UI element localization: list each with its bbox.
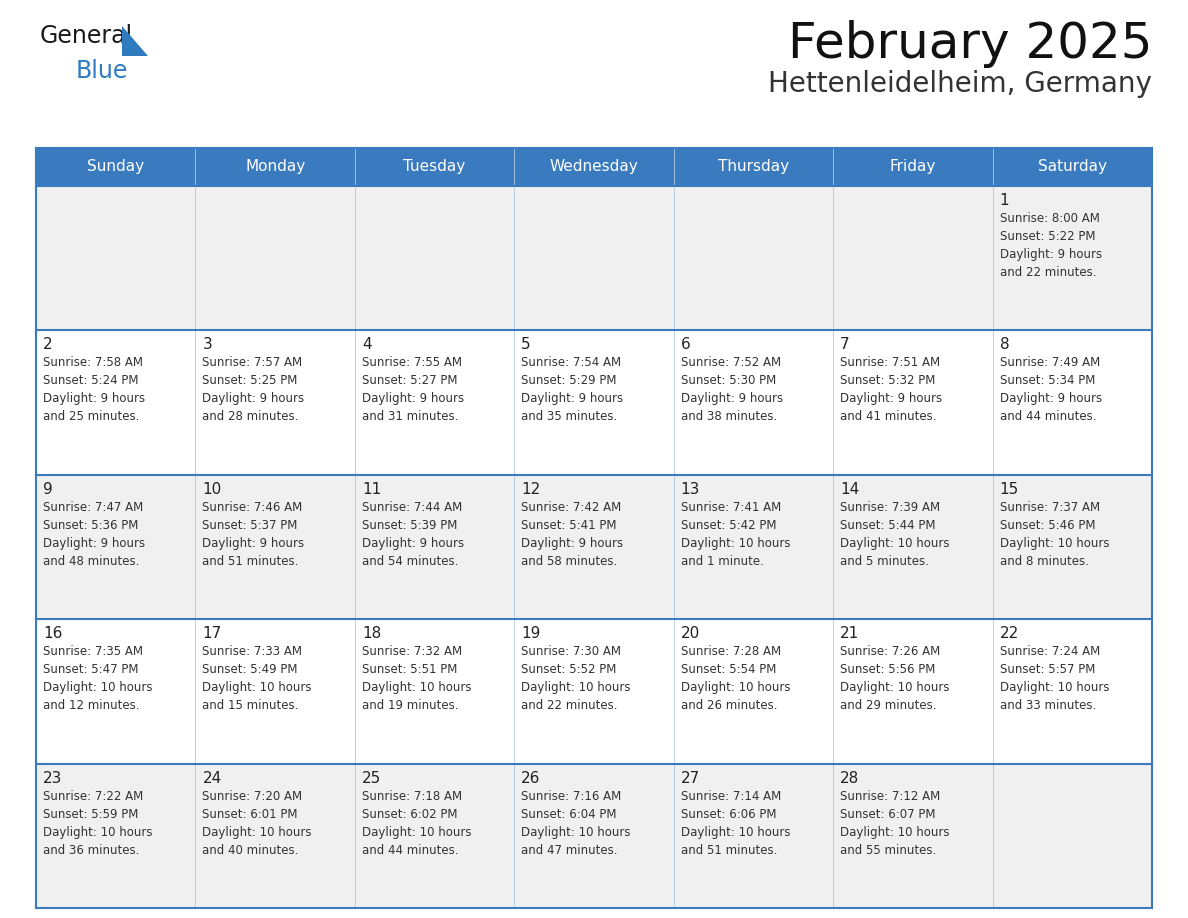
- Text: Friday: Friday: [890, 160, 936, 174]
- Text: Hettenleidelheim, Germany: Hettenleidelheim, Germany: [769, 70, 1152, 98]
- Text: Sunrise: 7:18 AM
Sunset: 6:02 PM
Daylight: 10 hours
and 44 minutes.: Sunrise: 7:18 AM Sunset: 6:02 PM Dayligh…: [362, 789, 472, 856]
- Text: Sunrise: 7:22 AM
Sunset: 5:59 PM
Daylight: 10 hours
and 36 minutes.: Sunrise: 7:22 AM Sunset: 5:59 PM Dayligh…: [43, 789, 152, 856]
- Text: 19: 19: [522, 626, 541, 641]
- Text: 25: 25: [362, 770, 381, 786]
- Text: Sunrise: 7:52 AM
Sunset: 5:30 PM
Daylight: 9 hours
and 38 minutes.: Sunrise: 7:52 AM Sunset: 5:30 PM Dayligh…: [681, 356, 783, 423]
- Text: 12: 12: [522, 482, 541, 497]
- Bar: [36, 764, 1152, 908]
- Text: 3: 3: [202, 338, 213, 353]
- Text: 4: 4: [362, 338, 372, 353]
- Text: 20: 20: [681, 626, 700, 641]
- Text: Sunrise: 7:37 AM
Sunset: 5:46 PM
Daylight: 10 hours
and 8 minutes.: Sunrise: 7:37 AM Sunset: 5:46 PM Dayligh…: [999, 501, 1110, 568]
- Bar: [36, 148, 196, 186]
- Text: Sunrise: 7:26 AM
Sunset: 5:56 PM
Daylight: 10 hours
and 29 minutes.: Sunrise: 7:26 AM Sunset: 5:56 PM Dayligh…: [840, 645, 949, 712]
- Text: Sunrise: 7:49 AM
Sunset: 5:34 PM
Daylight: 9 hours
and 44 minutes.: Sunrise: 7:49 AM Sunset: 5:34 PM Dayligh…: [999, 356, 1101, 423]
- Text: 17: 17: [202, 626, 222, 641]
- Text: 22: 22: [999, 626, 1019, 641]
- Text: General: General: [40, 24, 133, 48]
- Text: 26: 26: [522, 770, 541, 786]
- Text: Sunrise: 7:58 AM
Sunset: 5:24 PM
Daylight: 9 hours
and 25 minutes.: Sunrise: 7:58 AM Sunset: 5:24 PM Dayligh…: [43, 356, 145, 423]
- Bar: [196, 148, 355, 186]
- Text: Sunrise: 7:39 AM
Sunset: 5:44 PM
Daylight: 10 hours
and 5 minutes.: Sunrise: 7:39 AM Sunset: 5:44 PM Dayligh…: [840, 501, 949, 568]
- Text: 6: 6: [681, 338, 690, 353]
- Text: Sunrise: 7:54 AM
Sunset: 5:29 PM
Daylight: 9 hours
and 35 minutes.: Sunrise: 7:54 AM Sunset: 5:29 PM Dayligh…: [522, 356, 624, 423]
- Bar: [36, 330, 1152, 475]
- Text: Sunrise: 7:42 AM
Sunset: 5:41 PM
Daylight: 9 hours
and 58 minutes.: Sunrise: 7:42 AM Sunset: 5:41 PM Dayligh…: [522, 501, 624, 568]
- Text: Sunrise: 7:33 AM
Sunset: 5:49 PM
Daylight: 10 hours
and 15 minutes.: Sunrise: 7:33 AM Sunset: 5:49 PM Dayligh…: [202, 645, 312, 712]
- Text: Wednesday: Wednesday: [550, 160, 638, 174]
- Text: 18: 18: [362, 626, 381, 641]
- Text: Sunrise: 7:51 AM
Sunset: 5:32 PM
Daylight: 9 hours
and 41 minutes.: Sunrise: 7:51 AM Sunset: 5:32 PM Dayligh…: [840, 356, 942, 423]
- Text: 9: 9: [43, 482, 52, 497]
- Text: 10: 10: [202, 482, 222, 497]
- Text: Monday: Monday: [245, 160, 305, 174]
- Bar: [992, 148, 1152, 186]
- Bar: [36, 620, 1152, 764]
- Text: Sunrise: 7:16 AM
Sunset: 6:04 PM
Daylight: 10 hours
and 47 minutes.: Sunrise: 7:16 AM Sunset: 6:04 PM Dayligh…: [522, 789, 631, 856]
- Text: Sunrise: 7:41 AM
Sunset: 5:42 PM
Daylight: 10 hours
and 1 minute.: Sunrise: 7:41 AM Sunset: 5:42 PM Dayligh…: [681, 501, 790, 568]
- Text: 11: 11: [362, 482, 381, 497]
- Text: Saturday: Saturday: [1038, 160, 1107, 174]
- Text: Sunrise: 7:46 AM
Sunset: 5:37 PM
Daylight: 9 hours
and 51 minutes.: Sunrise: 7:46 AM Sunset: 5:37 PM Dayligh…: [202, 501, 304, 568]
- Bar: [833, 148, 992, 186]
- Text: 5: 5: [522, 338, 531, 353]
- Text: 21: 21: [840, 626, 859, 641]
- Text: 8: 8: [999, 338, 1009, 353]
- Text: February 2025: February 2025: [788, 20, 1152, 68]
- Bar: [355, 148, 514, 186]
- Text: 2: 2: [43, 338, 52, 353]
- Text: Sunrise: 7:55 AM
Sunset: 5:27 PM
Daylight: 9 hours
and 31 minutes.: Sunrise: 7:55 AM Sunset: 5:27 PM Dayligh…: [362, 356, 465, 423]
- Text: 15: 15: [999, 482, 1019, 497]
- Text: Sunrise: 7:20 AM
Sunset: 6:01 PM
Daylight: 10 hours
and 40 minutes.: Sunrise: 7:20 AM Sunset: 6:01 PM Dayligh…: [202, 789, 312, 856]
- Text: 23: 23: [43, 770, 63, 786]
- Text: Sunrise: 8:00 AM
Sunset: 5:22 PM
Daylight: 9 hours
and 22 minutes.: Sunrise: 8:00 AM Sunset: 5:22 PM Dayligh…: [999, 212, 1101, 279]
- Text: Sunrise: 7:12 AM
Sunset: 6:07 PM
Daylight: 10 hours
and 55 minutes.: Sunrise: 7:12 AM Sunset: 6:07 PM Dayligh…: [840, 789, 949, 856]
- Text: Blue: Blue: [76, 59, 128, 83]
- Bar: [36, 475, 1152, 620]
- Text: Sunrise: 7:32 AM
Sunset: 5:51 PM
Daylight: 10 hours
and 19 minutes.: Sunrise: 7:32 AM Sunset: 5:51 PM Dayligh…: [362, 645, 472, 712]
- Text: Sunrise: 7:47 AM
Sunset: 5:36 PM
Daylight: 9 hours
and 48 minutes.: Sunrise: 7:47 AM Sunset: 5:36 PM Dayligh…: [43, 501, 145, 568]
- Text: Sunrise: 7:24 AM
Sunset: 5:57 PM
Daylight: 10 hours
and 33 minutes.: Sunrise: 7:24 AM Sunset: 5:57 PM Dayligh…: [999, 645, 1110, 712]
- Text: 1: 1: [999, 193, 1009, 208]
- Text: 7: 7: [840, 338, 849, 353]
- Text: Sunrise: 7:28 AM
Sunset: 5:54 PM
Daylight: 10 hours
and 26 minutes.: Sunrise: 7:28 AM Sunset: 5:54 PM Dayligh…: [681, 645, 790, 712]
- Polygon shape: [122, 26, 148, 56]
- Bar: [36, 186, 1152, 330]
- Text: 16: 16: [43, 626, 63, 641]
- Text: 14: 14: [840, 482, 859, 497]
- Text: Sunrise: 7:44 AM
Sunset: 5:39 PM
Daylight: 9 hours
and 54 minutes.: Sunrise: 7:44 AM Sunset: 5:39 PM Dayligh…: [362, 501, 465, 568]
- Bar: [674, 148, 833, 186]
- Text: Sunday: Sunday: [87, 160, 144, 174]
- Text: Sunrise: 7:14 AM
Sunset: 6:06 PM
Daylight: 10 hours
and 51 minutes.: Sunrise: 7:14 AM Sunset: 6:06 PM Dayligh…: [681, 789, 790, 856]
- Text: Thursday: Thursday: [718, 160, 789, 174]
- Text: 27: 27: [681, 770, 700, 786]
- Text: 13: 13: [681, 482, 700, 497]
- Text: Tuesday: Tuesday: [404, 160, 466, 174]
- Text: 28: 28: [840, 770, 859, 786]
- Text: Sunrise: 7:35 AM
Sunset: 5:47 PM
Daylight: 10 hours
and 12 minutes.: Sunrise: 7:35 AM Sunset: 5:47 PM Dayligh…: [43, 645, 152, 712]
- Text: Sunrise: 7:57 AM
Sunset: 5:25 PM
Daylight: 9 hours
and 28 minutes.: Sunrise: 7:57 AM Sunset: 5:25 PM Dayligh…: [202, 356, 304, 423]
- Bar: [514, 148, 674, 186]
- Text: 24: 24: [202, 770, 222, 786]
- Text: Sunrise: 7:30 AM
Sunset: 5:52 PM
Daylight: 10 hours
and 22 minutes.: Sunrise: 7:30 AM Sunset: 5:52 PM Dayligh…: [522, 645, 631, 712]
